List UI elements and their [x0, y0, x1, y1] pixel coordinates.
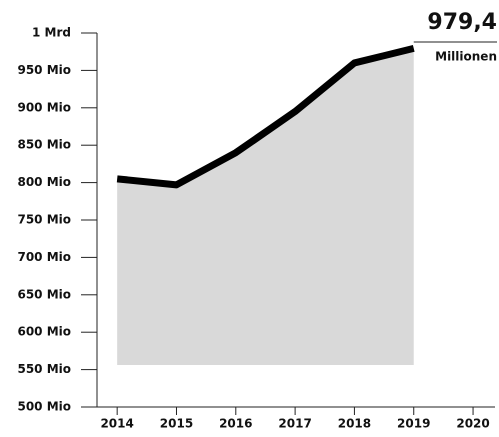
y-tick-label: 600 Mio — [17, 325, 71, 339]
y-tick-label: 850 Mio — [17, 138, 71, 152]
y-tick-label: 1 Mrd — [32, 26, 71, 40]
y-tick-label: 650 Mio — [17, 287, 71, 301]
x-tick-label: 2019 — [397, 417, 430, 431]
area — [117, 48, 414, 365]
x-tick-label: 2014 — [100, 417, 133, 431]
annotation: Millionen — [435, 50, 497, 64]
y-tick-label: 750 Mio — [17, 213, 71, 227]
x-tick-label: 2017 — [278, 417, 311, 431]
y-tick-label: 950 Mio — [17, 63, 71, 77]
y-tick-label: 550 Mio — [17, 362, 71, 376]
line — [116, 45, 415, 189]
x-tick-label: 2015 — [160, 417, 193, 431]
x-tick-label: 2018 — [338, 417, 371, 431]
y-tick-label: 800 Mio — [17, 175, 71, 189]
x-tick-label: 2016 — [219, 417, 252, 431]
y-tick-label: 700 Mio — [17, 250, 71, 264]
y-tick-label: 500 Mio — [17, 400, 71, 414]
y-tick-label: 900 Mio — [17, 100, 71, 114]
value-label: 979,4 — [427, 10, 497, 35]
x-tick-label: 2020 — [456, 417, 489, 431]
